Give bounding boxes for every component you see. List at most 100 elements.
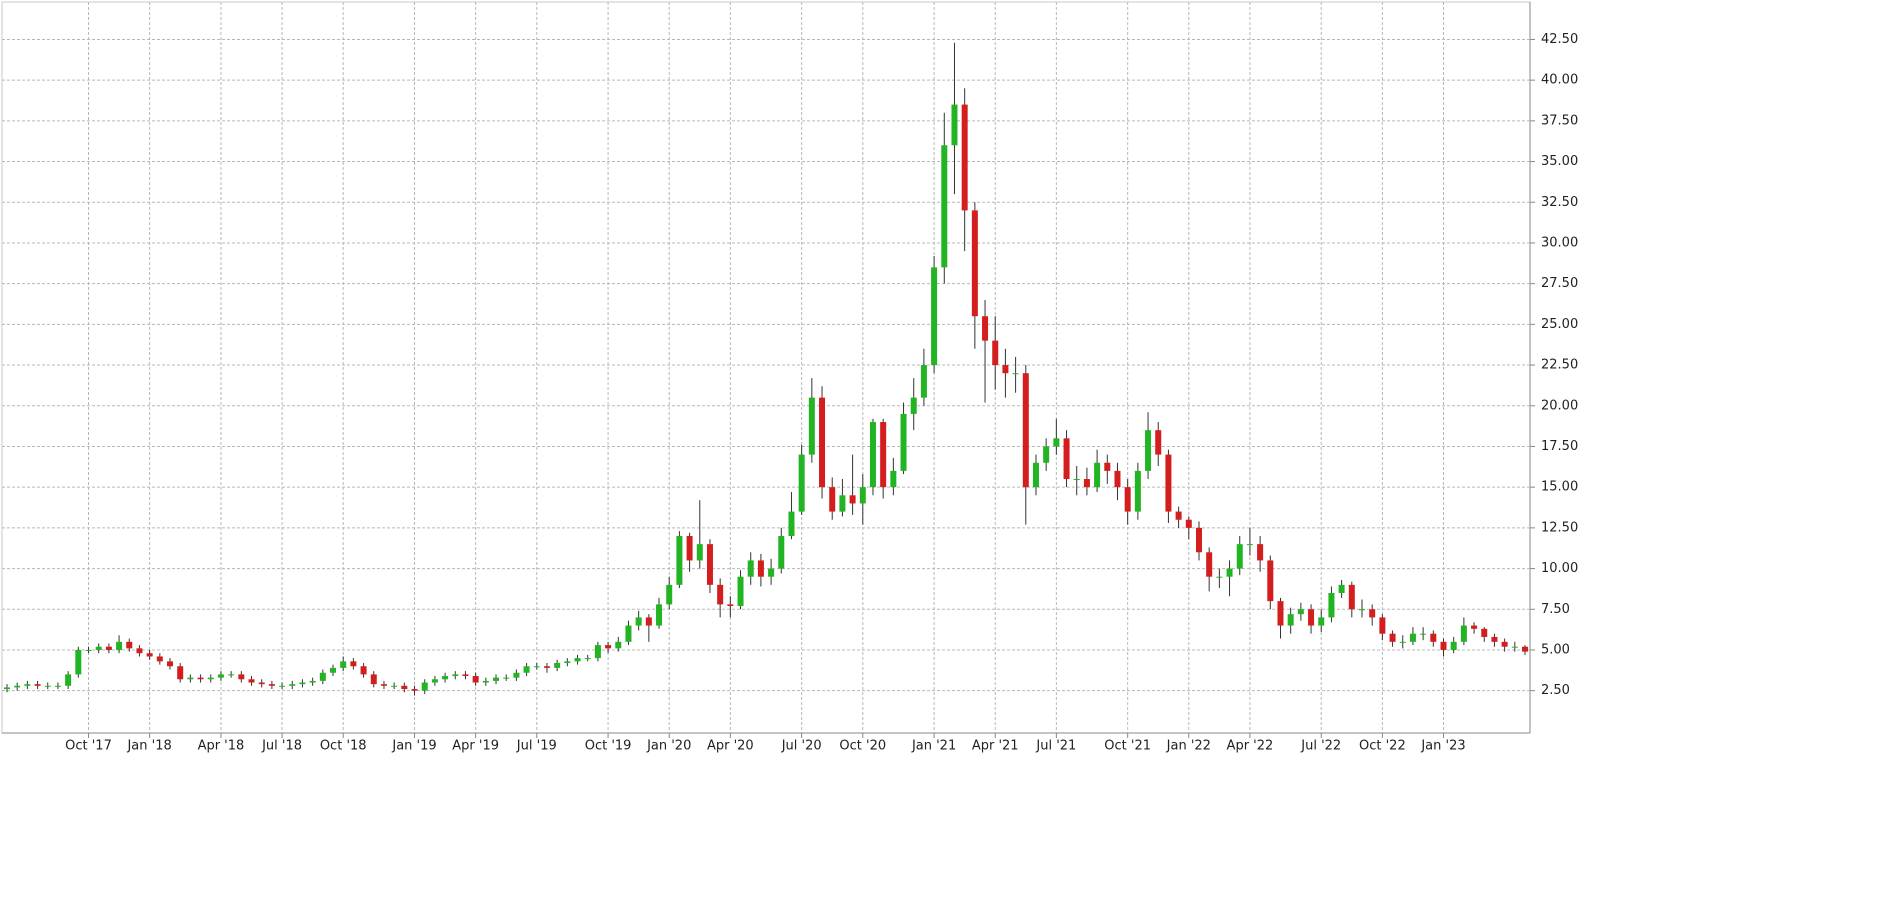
candle-body xyxy=(1216,576,1223,578)
x-tick-label: Apr '21 xyxy=(972,739,1019,754)
candle-body xyxy=(1460,625,1467,642)
candle-body xyxy=(482,680,489,683)
candle-body xyxy=(207,677,214,680)
candle-body xyxy=(217,674,224,678)
x-tick-label: Jul '22 xyxy=(1300,739,1341,754)
candle-body xyxy=(666,584,673,605)
candle-body xyxy=(1063,438,1070,480)
candle-body xyxy=(431,679,438,683)
candle-body xyxy=(1043,446,1050,463)
y-tick-label: 15.00 xyxy=(1541,480,1578,495)
x-tick-label: Jan '19 xyxy=(391,739,436,754)
candle-body xyxy=(1083,479,1090,488)
candle-body xyxy=(1318,617,1325,626)
candle-body xyxy=(1195,527,1202,553)
candle-body xyxy=(14,685,21,688)
candle-body xyxy=(513,672,520,678)
candle-body xyxy=(187,677,194,680)
candle-body xyxy=(34,684,41,686)
y-tick-label: 7.50 xyxy=(1541,602,1570,617)
x-tick-label: Jul '18 xyxy=(261,739,302,754)
candle-body xyxy=(1409,633,1416,642)
y-tick-label: 22.50 xyxy=(1541,358,1578,373)
candle-body xyxy=(309,680,316,683)
x-tick-label: Jan '23 xyxy=(1420,739,1465,754)
candle-body xyxy=(605,645,612,649)
y-tick-label: 42.50 xyxy=(1541,32,1578,47)
y-tick-label: 10.00 xyxy=(1541,561,1578,576)
candle-body xyxy=(24,684,31,686)
candle-body xyxy=(686,536,693,561)
candle-body xyxy=(1145,430,1152,471)
candle-body xyxy=(757,560,764,577)
x-tick-label: Apr '20 xyxy=(707,739,754,754)
candle-body xyxy=(656,604,663,626)
candle-body xyxy=(289,684,296,686)
candle-body xyxy=(4,687,10,690)
candle-body xyxy=(462,674,469,677)
candle-body xyxy=(197,677,204,680)
candle-body xyxy=(1420,633,1427,635)
candle-body xyxy=(1511,646,1518,648)
candle-body xyxy=(360,666,367,675)
candle-body xyxy=(421,682,428,691)
candle-body xyxy=(1257,544,1264,561)
candle-body xyxy=(900,413,907,471)
candle-body xyxy=(819,397,826,488)
candle-body xyxy=(829,487,836,512)
candle-body xyxy=(1379,617,1386,634)
candle-body xyxy=(442,676,449,680)
candle-body xyxy=(859,487,866,504)
candle-body xyxy=(523,666,530,673)
candle-body xyxy=(635,617,642,626)
candle-body xyxy=(1032,462,1039,488)
candle-body xyxy=(85,649,92,651)
y-tick-label: 25.00 xyxy=(1541,317,1578,332)
candle-body xyxy=(1022,373,1029,488)
y-tick-label: 17.50 xyxy=(1541,439,1578,454)
candle-body xyxy=(1358,609,1365,611)
candle-body xyxy=(971,210,978,317)
candle-body xyxy=(869,422,876,488)
y-tick-label: 40.00 xyxy=(1541,73,1578,88)
candle-body xyxy=(1440,641,1447,650)
y-tick-label: 5.00 xyxy=(1541,642,1570,657)
candle-body xyxy=(564,661,571,663)
candle-body xyxy=(1114,470,1121,488)
candle-body xyxy=(1053,438,1060,447)
candle-body xyxy=(1012,373,1019,375)
candle-body xyxy=(95,646,102,650)
candle-body xyxy=(248,679,255,683)
candle-body xyxy=(472,676,479,683)
y-tick-label: 20.00 xyxy=(1541,398,1578,413)
x-tick-label: Oct '19 xyxy=(585,739,632,754)
candle-body xyxy=(778,536,785,569)
candle-body xyxy=(717,584,724,605)
candle-body xyxy=(167,661,174,667)
y-tick-label: 2.50 xyxy=(1541,683,1570,698)
candle-body xyxy=(890,470,897,488)
candle-body xyxy=(1267,560,1274,602)
candle-body xyxy=(543,666,550,668)
candle-body xyxy=(727,604,734,607)
candle-body xyxy=(788,511,795,537)
candle-body xyxy=(1369,609,1376,618)
x-tick-label: Oct '18 xyxy=(320,739,367,754)
candle-body xyxy=(177,666,184,680)
candle-body xyxy=(1002,365,1009,374)
candle-body xyxy=(1236,544,1243,569)
candle-body xyxy=(1094,462,1101,488)
candle-body xyxy=(1185,519,1192,528)
candle-body xyxy=(1348,584,1355,610)
candle-body xyxy=(1246,544,1253,546)
candle-body xyxy=(340,661,347,668)
candle-body xyxy=(594,645,601,659)
candle-body xyxy=(146,653,153,657)
candle-body xyxy=(156,656,163,662)
candle-body xyxy=(1155,430,1162,455)
candle-body xyxy=(1328,592,1335,618)
x-tick-label: Jan '20 xyxy=(646,739,691,754)
candle-body xyxy=(880,422,887,488)
candle-body xyxy=(1277,601,1284,626)
